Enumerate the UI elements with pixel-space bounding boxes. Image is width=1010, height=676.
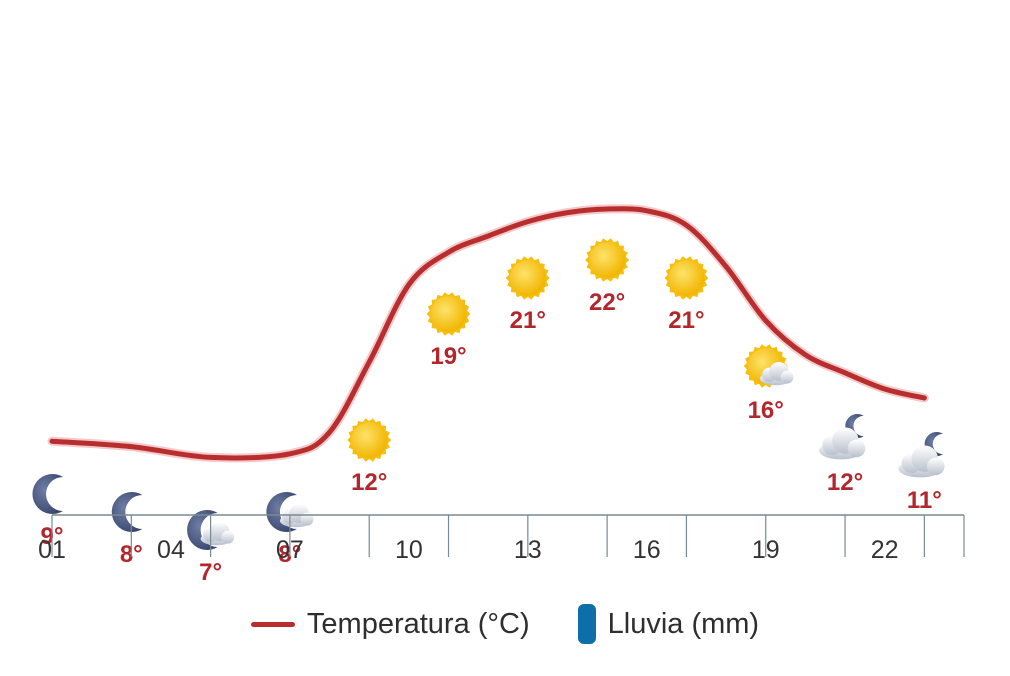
sun-disc <box>509 260 546 296</box>
moon-icon <box>111 492 143 532</box>
temperature-line <box>49 206 927 461</box>
sun-icon <box>426 292 471 336</box>
legend-item-rain: Lluvia (mm) <box>577 604 760 644</box>
sun-icon <box>664 256 709 300</box>
cloud-shape <box>819 427 866 460</box>
moon-crescent <box>266 492 297 532</box>
x-tick-label: 07 <box>276 536 304 564</box>
moon-crescent <box>32 474 63 514</box>
cloud-moon-icon <box>819 414 866 460</box>
temperature-label: 21° <box>668 307 704 334</box>
cloud-shape <box>200 522 235 546</box>
cloud-puff <box>847 439 866 458</box>
temperature-label: 11° <box>907 487 942 514</box>
temperature-label: 22° <box>589 289 625 316</box>
temperature-label: 19° <box>430 343 466 370</box>
cloud-shape <box>759 362 794 386</box>
sun-disc <box>668 260 705 296</box>
sun-disc <box>351 422 388 458</box>
x-tick-label: 16 <box>633 536 661 564</box>
temperature-label: 12° <box>351 469 387 496</box>
moon-crescent <box>187 509 218 550</box>
sun-cloud-icon <box>743 344 794 388</box>
x-tick-label: 10 <box>395 536 423 564</box>
temperature-series <box>47 204 929 463</box>
temperature-label: 7° <box>199 559 222 586</box>
temperature-labels: 9°8°7°8°12°19°21°22°21°16°12°11° <box>41 289 942 586</box>
sun-icon <box>585 238 630 282</box>
sun-icon <box>505 256 550 300</box>
cloud-shape <box>898 445 945 478</box>
moon-cloud-icon <box>187 509 235 550</box>
moon-cloud-icon <box>266 492 314 532</box>
cloud-puff <box>300 512 314 526</box>
temperature-label: 16° <box>748 397 784 424</box>
sun-disc <box>430 296 467 332</box>
cloud-puff <box>780 370 794 384</box>
legend-rain-swatch <box>577 604 596 644</box>
x-tick-label: 22 <box>871 536 899 564</box>
legend-label-rain: Lluvia (mm) <box>607 607 760 640</box>
temperature-label: 21° <box>510 307 546 334</box>
sun-icon <box>347 418 392 462</box>
weather-chart: 9°8°7°8°12°19°21°22°21°16°12°11° 01 04 07 1… <box>32 204 965 586</box>
cloud-moon-icon <box>898 432 945 478</box>
x-tick-label: 13 <box>514 536 542 564</box>
sun-disc <box>589 242 626 278</box>
moon-icon <box>32 474 63 514</box>
temperature-line-halo <box>47 204 929 463</box>
moon-crescent <box>111 492 143 532</box>
x-tick-label: 01 <box>38 536 66 564</box>
legend-item-temperature: Temperatura (°C) <box>250 607 530 641</box>
legend-label-temperature: Temperatura (°C) <box>306 607 530 640</box>
legend: Temperatura (°C) Lluvia (mm) <box>0 600 1010 648</box>
x-tick-label: 04 <box>157 536 185 564</box>
cloud-puff <box>926 457 945 476</box>
x-axis: 01 04 07 10 13 16 19 22 <box>38 514 965 564</box>
cloud-puff <box>221 530 235 544</box>
weather-icons <box>32 238 945 550</box>
temperature-label: 12° <box>827 469 863 496</box>
legend-line-swatch <box>250 621 295 627</box>
x-tick-label: 19 <box>752 536 780 564</box>
